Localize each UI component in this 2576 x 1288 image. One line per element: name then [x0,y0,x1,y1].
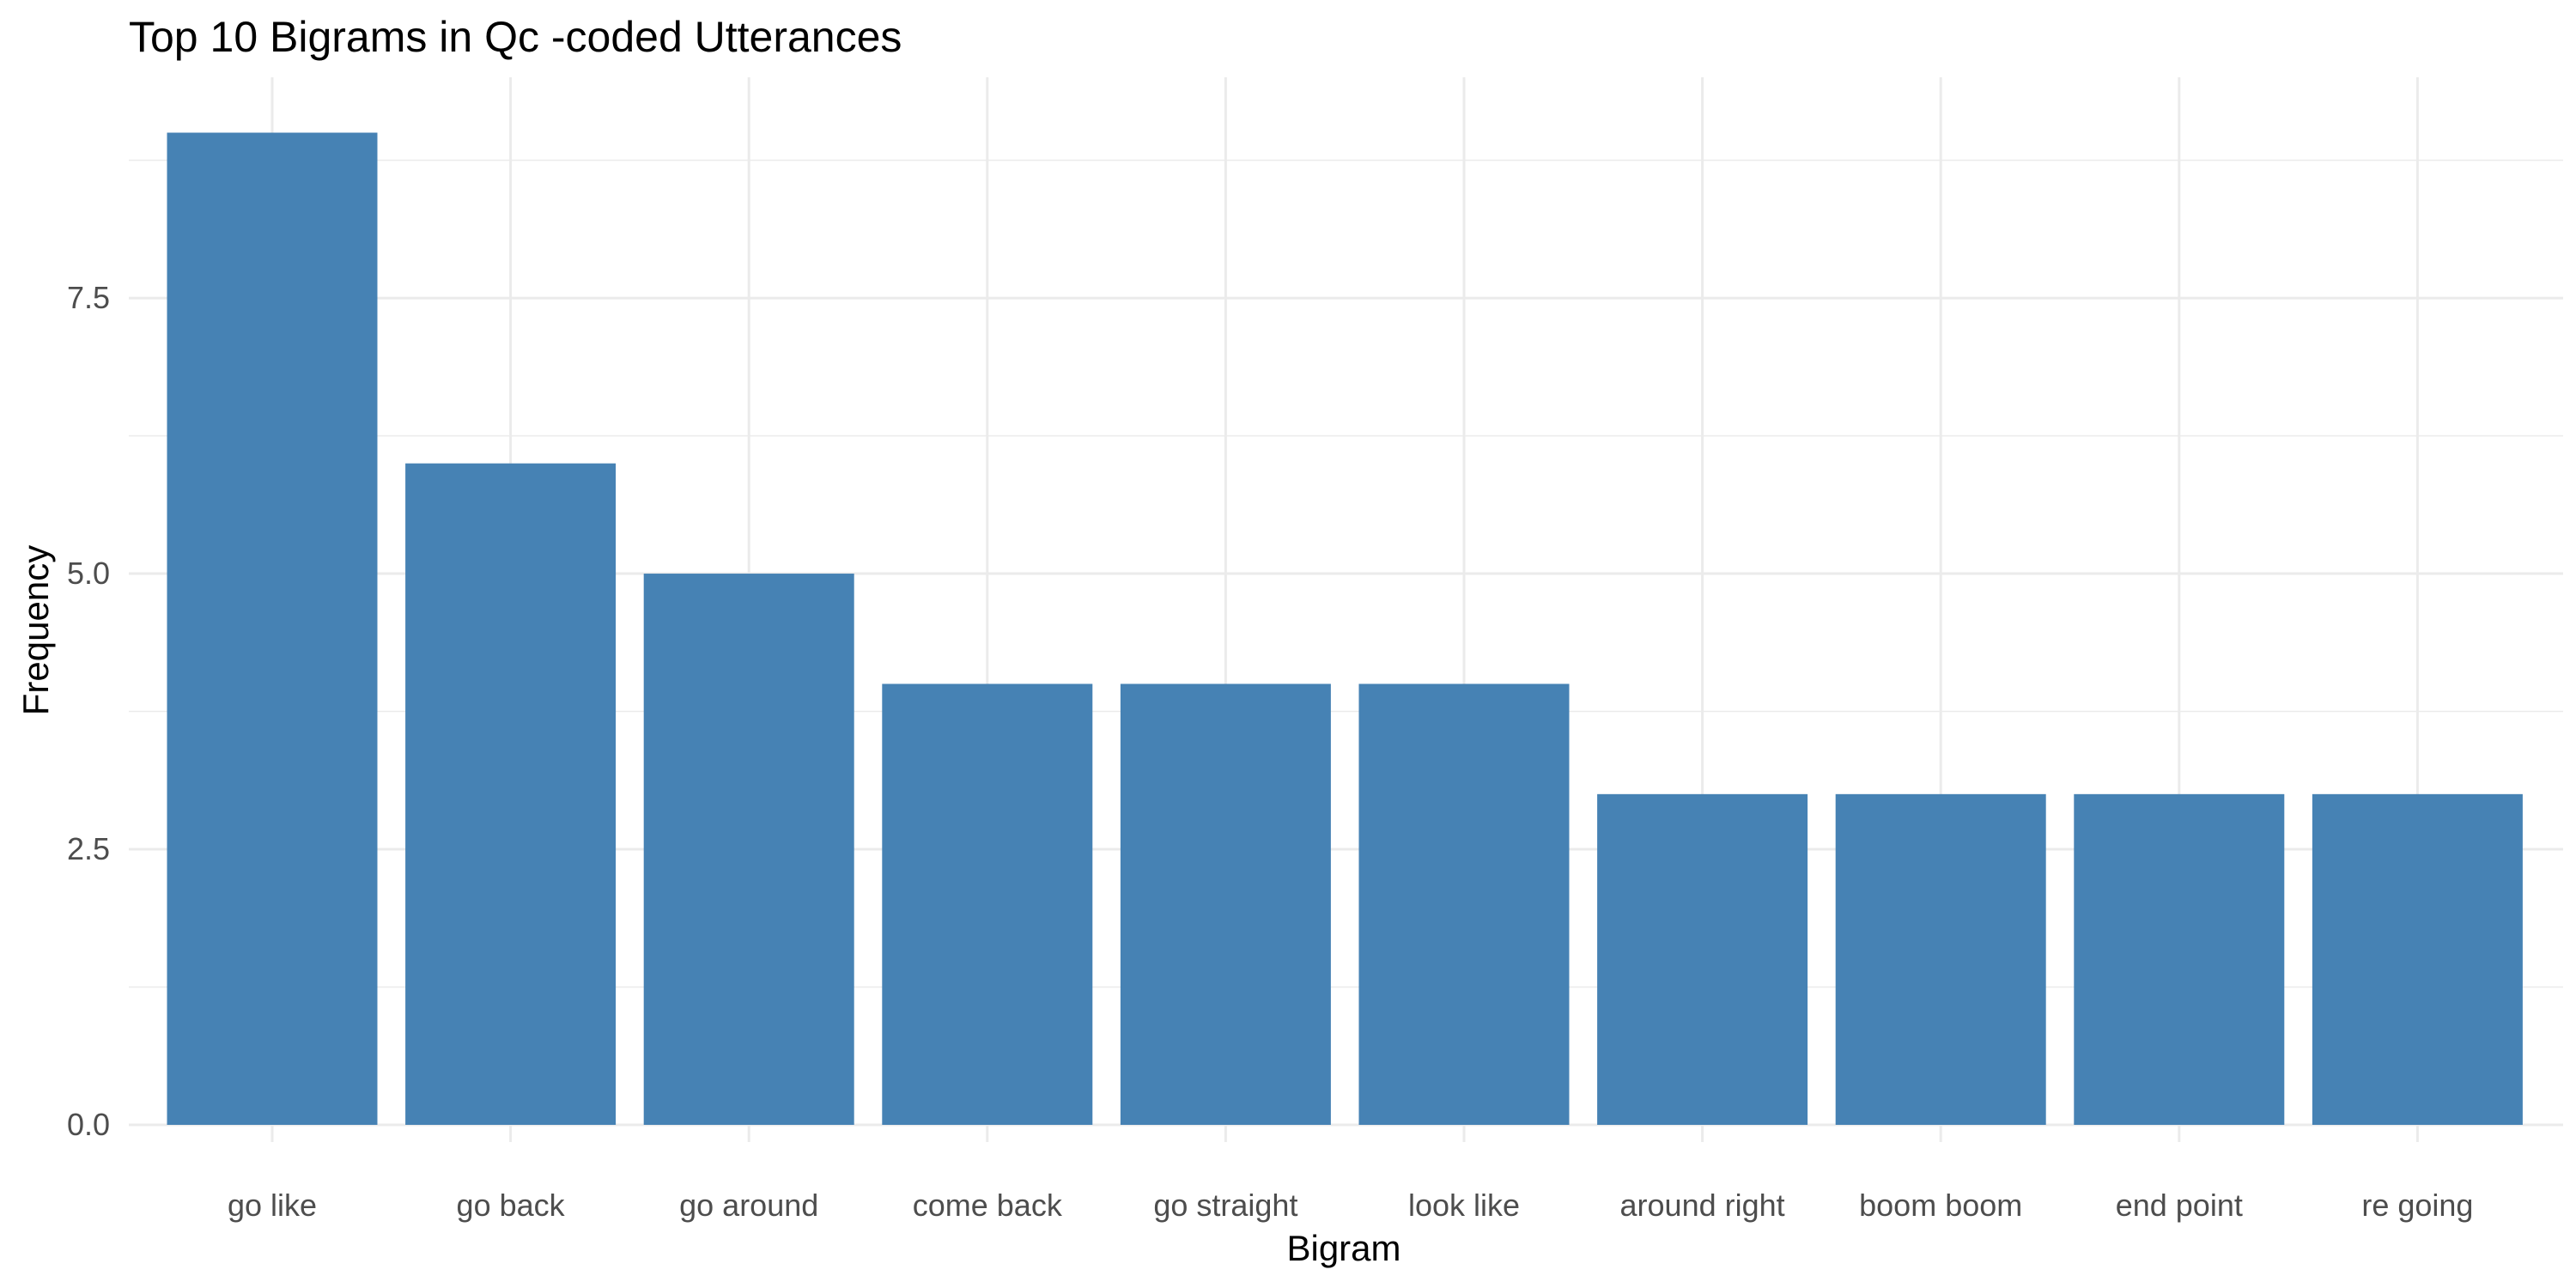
x-tick-label: around right [1620,1188,1785,1223]
bar-end-point [2074,793,2285,1125]
bar-around-right [1597,793,1808,1125]
y-tick-label: 7.5 [67,280,110,315]
bar-go-back [405,463,617,1125]
y-tick-label: 0.0 [67,1107,110,1142]
y-axis-title: Frequency [15,545,56,715]
bar-go-around [643,574,854,1125]
x-axis-ticks: go like go back go around come back go strai… [228,1188,2473,1223]
y-tick-label: 5.0 [67,556,110,591]
x-tick-label: re going [2361,1188,2473,1223]
x-tick-label: come back [913,1188,1063,1223]
bars [167,132,2523,1125]
x-tick-label: end point [2116,1188,2243,1223]
bar-look-like [1358,683,1570,1125]
y-tick-label: 2.5 [67,831,110,866]
bar-go-like [167,132,378,1125]
x-tick-label: go back [457,1188,566,1223]
chart-title: Top 10 Bigrams in Qc -coded Utterances [129,13,902,61]
bar-go-straight [1120,683,1331,1125]
x-tick-label: go around [679,1188,818,1223]
bar-re-going [2312,793,2523,1125]
x-axis-title: Bigram [1286,1228,1400,1268]
bar-boom-boom [1835,793,2046,1125]
bar-come-back [882,683,1093,1125]
y-axis-ticks: 0.0 2.5 5.0 7.5 [67,280,110,1142]
x-tick-label: boom boom [1859,1188,2022,1223]
x-tick-label: look like [1408,1188,1520,1223]
x-tick-label: go like [228,1188,317,1223]
x-tick-label: go straight [1153,1188,1297,1223]
